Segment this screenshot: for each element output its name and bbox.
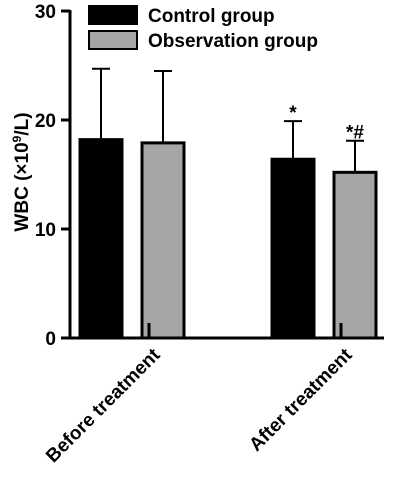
y-axis-title-superscript: 9 bbox=[10, 135, 24, 142]
bar bbox=[270, 157, 316, 340]
significance-marker: *# bbox=[346, 123, 364, 144]
bar bbox=[140, 141, 186, 340]
y-axis-title-suffix: /L) bbox=[12, 112, 33, 135]
x-category-label: After treatment bbox=[245, 344, 357, 456]
legend-label: Observation group bbox=[148, 31, 318, 52]
significance-marker: * bbox=[289, 103, 297, 124]
y-tick-label: 20 bbox=[35, 111, 56, 132]
legend-label: Control group bbox=[148, 6, 275, 27]
y-tick-label: 30 bbox=[35, 2, 56, 23]
y-axis-title-prefix: WBC (×10 bbox=[12, 142, 33, 231]
bar bbox=[78, 138, 124, 340]
legend-swatch bbox=[88, 30, 138, 50]
y-tick-label: 0 bbox=[45, 329, 56, 350]
y-tick-label: 10 bbox=[35, 220, 56, 241]
bar bbox=[332, 170, 378, 340]
x-axis: Before treatment After treatment bbox=[42, 323, 384, 467]
legend: Control group Observation group bbox=[88, 5, 318, 52]
y-axis-title: WBC (×109/L) bbox=[10, 112, 33, 231]
bars: * *# bbox=[78, 67, 378, 340]
legend-swatch bbox=[88, 5, 138, 25]
y-axis: 0 10 20 30 bbox=[35, 2, 72, 350]
x-category-label: Before treatment bbox=[42, 344, 165, 467]
